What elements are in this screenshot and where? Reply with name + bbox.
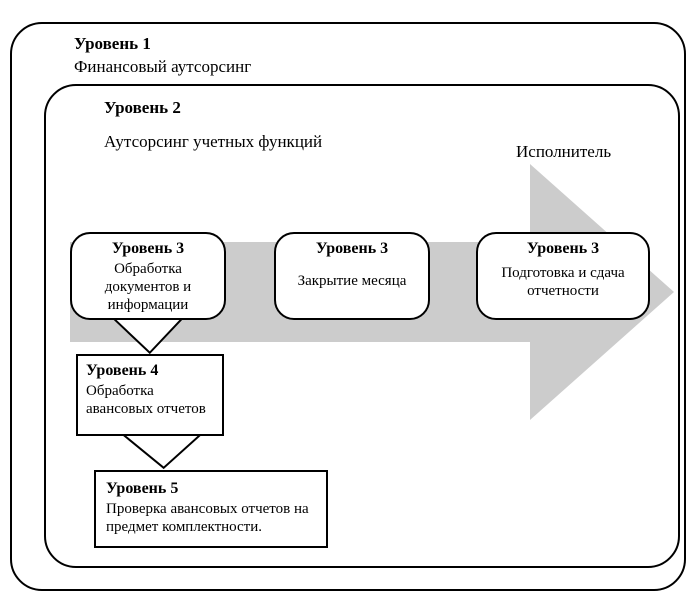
level5-box: Уровень 5 Проверка авансовых отчетов на … [94,470,328,548]
level2-title: Уровень 2 [104,98,181,118]
level3a-desc: Обработка документов и информации [78,260,218,314]
level1-subtitle: Финансовый аутсорсинг [74,57,251,77]
level3c-desc: Подготовка и сдача отчетности [484,264,642,300]
level1-title: Уровень 1 [74,34,151,54]
level3-box-c: Уровень 3 Подготовка и сдача отчетности [476,232,650,320]
level1-container: Уровень 1 Финансовый аутсорсинг Уровень … [10,22,686,591]
executor-label: Исполнитель [516,142,611,162]
level4-box: Уровень 4 Обработка авансовых отчетов [76,354,224,436]
level3b-title: Уровень 3 [282,240,422,258]
level3c-title: Уровень 3 [484,240,642,258]
level4-title: Уровень 4 [86,362,214,380]
level3b-desc: Закрытие месяца [282,272,422,290]
level3-box-b: Уровень 3 Закрытие месяца [274,232,430,320]
level5-title: Уровень 5 [106,480,316,498]
level2-subtitle: Аутсорсинг учетных функций [104,132,322,152]
level5-desc: Проверка авансовых отчетов на предмет ко… [106,500,316,536]
level4-desc: Обработка авансовых отчетов [86,382,214,418]
level3-box-a: Уровень 3 Обработка документов и информа… [70,232,226,320]
level3a-title: Уровень 3 [78,240,218,258]
level2-container: Уровень 2 Аутсорсинг учетных функций Исп… [44,84,680,568]
